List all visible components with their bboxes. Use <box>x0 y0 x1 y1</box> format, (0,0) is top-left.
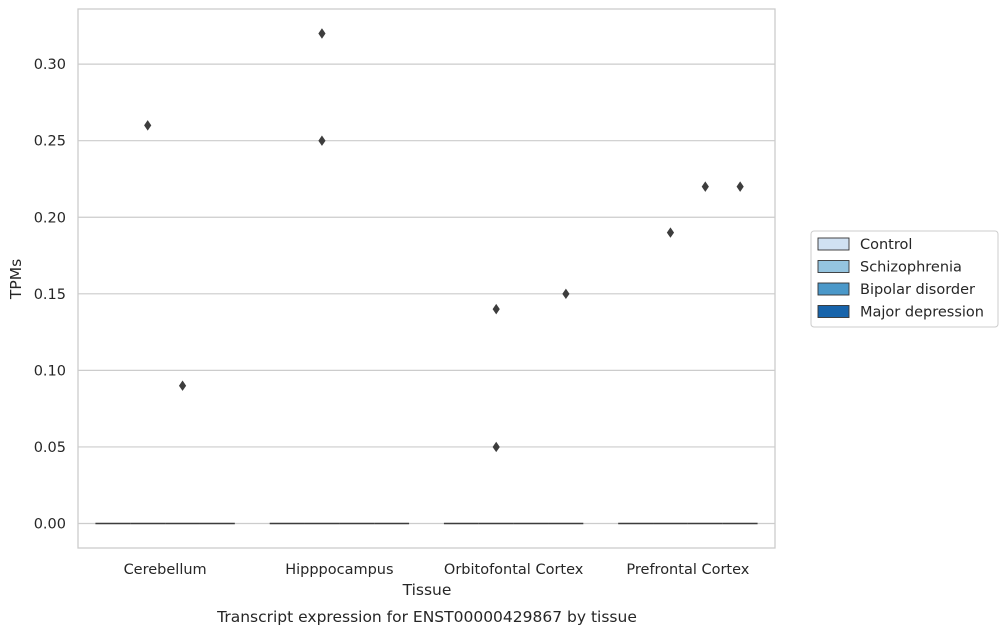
y-tick-label: 0.10 <box>34 363 66 379</box>
y-tick-label: 0.05 <box>34 440 66 456</box>
outlier-point <box>178 380 187 391</box>
y-tick-label: 0.25 <box>34 134 66 150</box>
outlier-point <box>318 28 326 39</box>
legend-swatch <box>817 237 850 251</box>
legend: Control Schizophrenia Bipolar disorder Majo… <box>810 230 999 328</box>
outlier-points <box>144 28 744 453</box>
legend-label: Control <box>860 237 912 253</box>
x-tick-labels: Cerebellum Hipppocampus Orbitofontal Corte… <box>124 562 750 578</box>
x-axis-label: Tissue <box>402 581 452 599</box>
y-tick-labels: 0.00 0.05 0.10 0.15 0.20 0.25 0.30 <box>34 57 66 532</box>
x-tick-label: Orbitofontal Cortex <box>444 562 584 578</box>
y-tick-label: 0.30 <box>34 57 66 73</box>
x-tick-label: Hipppocampus <box>285 562 393 578</box>
legend-frame <box>810 230 999 328</box>
grid-lines <box>78 63 775 525</box>
plot-frame <box>77 8 776 549</box>
legend-label: Schizophrenia <box>860 260 962 276</box>
legend-label: Bipolar disorder <box>860 282 975 298</box>
y-tick-label: 0.00 <box>34 517 66 533</box>
x-tick-label: Cerebellum <box>124 562 207 578</box>
legend-swatch <box>817 305 850 318</box>
y-tick-label: 0.15 <box>34 287 66 303</box>
outlier-point <box>144 120 152 131</box>
y-axis-label: TPMs <box>7 259 25 300</box>
legend-label: Major depression <box>860 305 984 321</box>
y-tick-label: 0.20 <box>34 210 66 226</box>
outlier-point <box>666 227 675 238</box>
legend-swatch <box>817 282 850 296</box>
outlier-point <box>701 181 709 192</box>
legend-swatch <box>817 260 850 273</box>
outlier-point <box>562 288 570 300</box>
outlier-point <box>492 441 500 453</box>
x-tick-label: Prefrontal Cortex <box>626 562 749 578</box>
outlier-point <box>736 181 744 192</box>
outlier-point <box>318 135 326 146</box>
chart-caption: Transcript expression for ENST0000042986… <box>216 608 637 626</box>
outlier-point <box>492 303 500 315</box>
